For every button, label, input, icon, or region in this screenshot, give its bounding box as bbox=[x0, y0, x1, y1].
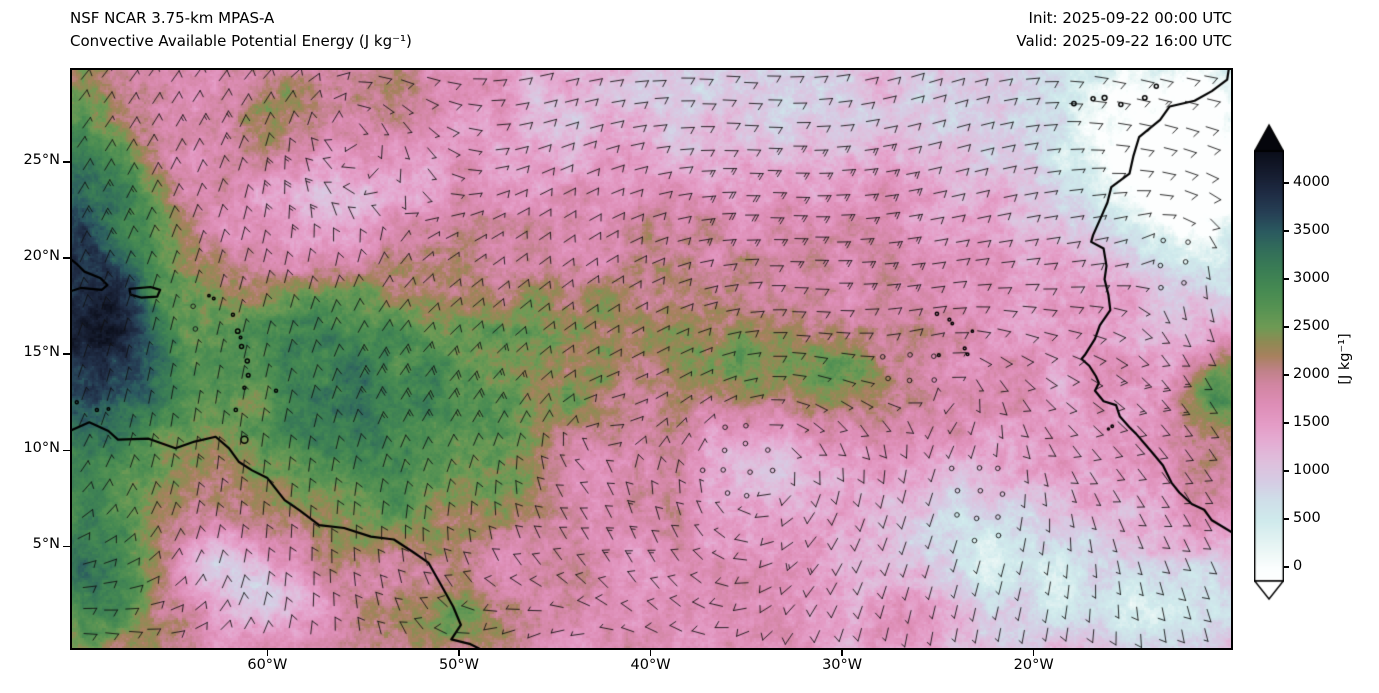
x-axis-tick-label: 30°W bbox=[822, 657, 863, 673]
init-time-label: Init: 2025-09-22 00:00 UTC bbox=[1028, 9, 1232, 27]
y-axis-tick-label: 20°N bbox=[23, 248, 60, 265]
colorbar-tick-label: 4000 bbox=[1293, 174, 1330, 190]
x-axis-tick bbox=[649, 650, 652, 656]
x-axis-tick-label: 50°W bbox=[438, 657, 479, 673]
colorbar-tick-label: 1500 bbox=[1293, 414, 1330, 430]
y-axis-tick bbox=[63, 257, 70, 259]
colorbar-tick-label: 3000 bbox=[1293, 270, 1330, 286]
cape-field-map bbox=[72, 70, 1231, 648]
x-axis-tick bbox=[841, 650, 843, 656]
y-axis-tick-label: 15°N bbox=[23, 344, 60, 361]
colorbar bbox=[1254, 118, 1284, 606]
colorbar-tick bbox=[1284, 566, 1289, 568]
colorbar-tick-label: 1000 bbox=[1293, 462, 1330, 478]
x-axis-tick-label: 60°W bbox=[247, 657, 288, 673]
x-axis-tick bbox=[1032, 650, 1035, 656]
model-title: NSF NCAR 3.75-km MPAS-A bbox=[70, 9, 275, 27]
y-axis-tick-label: 10°N bbox=[23, 440, 60, 457]
variable-title: Convective Available Potential Energy (J… bbox=[70, 32, 412, 50]
colorbar-tick bbox=[1284, 518, 1289, 520]
y-axis-tick bbox=[63, 353, 70, 355]
x-axis-tick bbox=[458, 650, 460, 656]
x-axis-tick-label: 40°W bbox=[630, 657, 671, 673]
colorbar-tick bbox=[1284, 230, 1289, 232]
colorbar-tick-label: 0 bbox=[1293, 558, 1303, 574]
y-axis-tick bbox=[63, 161, 70, 163]
y-axis-tick bbox=[63, 449, 70, 451]
x-axis-tick-label: 20°W bbox=[1013, 657, 1054, 673]
x-axis-tick bbox=[266, 650, 269, 656]
colorbar-tick-label: 2000 bbox=[1293, 366, 1330, 382]
colorbar-tick-label: 3500 bbox=[1293, 222, 1330, 238]
colorbar-tick bbox=[1284, 278, 1289, 280]
map-frame bbox=[70, 68, 1233, 650]
colorbar-tick bbox=[1284, 374, 1289, 376]
y-axis-tick bbox=[63, 545, 70, 547]
colorbar-tick-label: 500 bbox=[1293, 510, 1321, 526]
y-axis-tick-label: 25°N bbox=[23, 152, 60, 169]
y-axis-tick-label: 5°N bbox=[32, 536, 60, 553]
colorbar-tick bbox=[1284, 182, 1289, 184]
colorbar-tick bbox=[1284, 470, 1289, 472]
colorbar-tick bbox=[1284, 326, 1289, 328]
colorbar-tick-label: 2500 bbox=[1293, 318, 1330, 334]
valid-time-label: Valid: 2025-09-22 16:00 UTC bbox=[1016, 32, 1232, 50]
colorbar-tick bbox=[1284, 422, 1289, 424]
